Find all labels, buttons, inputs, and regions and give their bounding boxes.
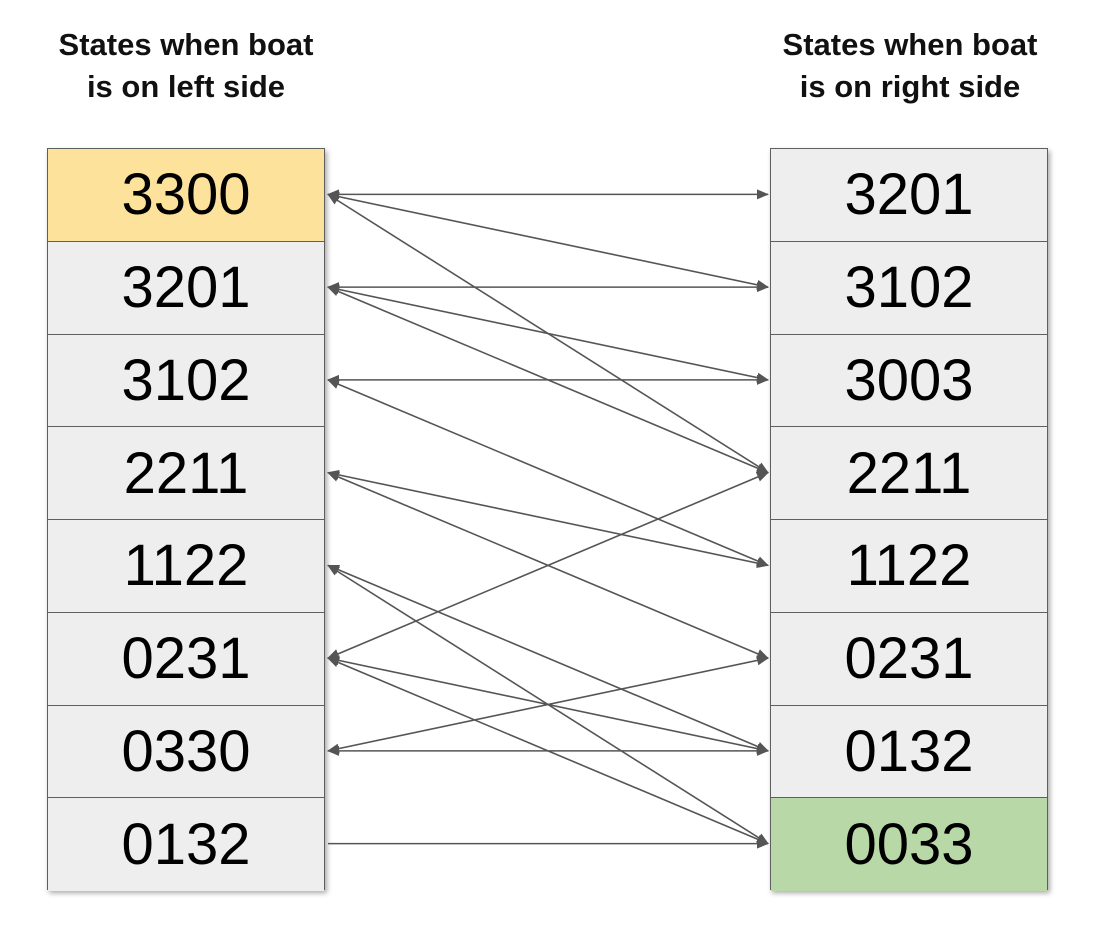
transition-arrow xyxy=(327,657,769,845)
left-state-cell: 2211 xyxy=(48,427,324,520)
left-state-cell: 0231 xyxy=(48,612,324,706)
right-state-cell: 0132 xyxy=(771,705,1047,799)
left-column-heading: States when boat is on left side xyxy=(16,24,356,108)
left-state-cell: 1122 xyxy=(48,520,324,613)
right-state-cell: 1122 xyxy=(771,520,1047,613)
transition-arrow xyxy=(327,284,769,383)
right-heading-line-2: is on right side xyxy=(799,69,1021,104)
left-states-column: 3300 3201 3102 2211 1122 0231 0330 0132 xyxy=(47,148,325,891)
transition-arrow xyxy=(327,470,769,568)
right-column-heading: States when boat is on right side xyxy=(740,24,1080,108)
right-state-cell: 3201 xyxy=(771,149,1047,242)
left-heading-line-1: States when boat xyxy=(58,27,314,62)
transition-arrow xyxy=(327,564,769,845)
transition-arrow xyxy=(327,471,769,659)
transition-arrow xyxy=(327,191,769,290)
transition-arrow xyxy=(327,379,769,567)
transition-arrow xyxy=(327,471,769,659)
left-state-cell: 3102 xyxy=(48,334,324,428)
transition-arrow xyxy=(327,564,769,752)
transition-arrow xyxy=(327,655,769,754)
left-state-cell: 3300 xyxy=(48,149,324,242)
transition-arrow xyxy=(327,193,769,474)
right-state-cell: 3003 xyxy=(771,334,1047,428)
right-heading-line-1: States when boat xyxy=(782,27,1038,62)
right-state-cell: 0231 xyxy=(771,612,1047,706)
right-state-cell: 0033 xyxy=(771,798,1047,891)
transition-arrow xyxy=(327,655,769,754)
left-heading-line-2: is on left side xyxy=(86,69,286,104)
transition-arrow xyxy=(327,286,769,474)
right-states-column: 3201 3102 3003 2211 1122 0231 0132 0033 xyxy=(770,148,1048,891)
left-state-cell: 0330 xyxy=(48,705,324,799)
right-state-cell: 3102 xyxy=(771,241,1047,335)
left-state-cell: 3201 xyxy=(48,241,324,335)
left-state-cell: 0132 xyxy=(48,798,324,891)
right-state-cell: 2211 xyxy=(771,427,1047,520)
